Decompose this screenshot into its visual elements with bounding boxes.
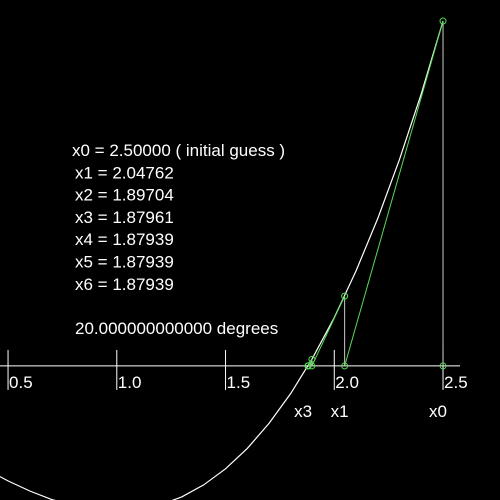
function-curve bbox=[0, 20, 444, 500]
iterate-label: x1 bbox=[331, 402, 349, 421]
iterate-root bbox=[308, 362, 316, 370]
x-tick-label: 0.5 bbox=[9, 373, 33, 392]
tangent-line bbox=[344, 20, 444, 367]
iteration-text: x5 = 1.87939 bbox=[75, 253, 174, 272]
iterate-label: x3 bbox=[294, 402, 312, 421]
iteration-text: x4 = 1.87939 bbox=[75, 230, 174, 249]
iterate-point bbox=[341, 292, 349, 300]
iterate-root bbox=[341, 362, 349, 370]
iteration-text: x6 = 1.87939 bbox=[75, 275, 174, 294]
iterate-point bbox=[439, 17, 447, 25]
iterate-label: x0 bbox=[429, 402, 447, 421]
x-tick-label: 1.5 bbox=[227, 373, 251, 392]
x-tick-label: 2.0 bbox=[335, 373, 359, 392]
iteration-text: x0 = 2.50000 ( initial guess ) bbox=[72, 141, 285, 160]
x-tick-label: 2.5 bbox=[444, 373, 468, 392]
iteration-text: x1 = 2.04762 bbox=[75, 163, 174, 182]
angle-text: 20.000000000000 degrees bbox=[75, 319, 278, 338]
iteration-text: x3 = 1.87961 bbox=[75, 208, 174, 227]
iterate-root bbox=[304, 362, 312, 370]
x-tick-label: 1.0 bbox=[118, 373, 142, 392]
iterate-point bbox=[308, 355, 316, 363]
iteration-text: x2 = 1.89704 bbox=[75, 186, 174, 205]
tangent-line bbox=[311, 295, 346, 367]
iterate-root bbox=[439, 362, 447, 370]
